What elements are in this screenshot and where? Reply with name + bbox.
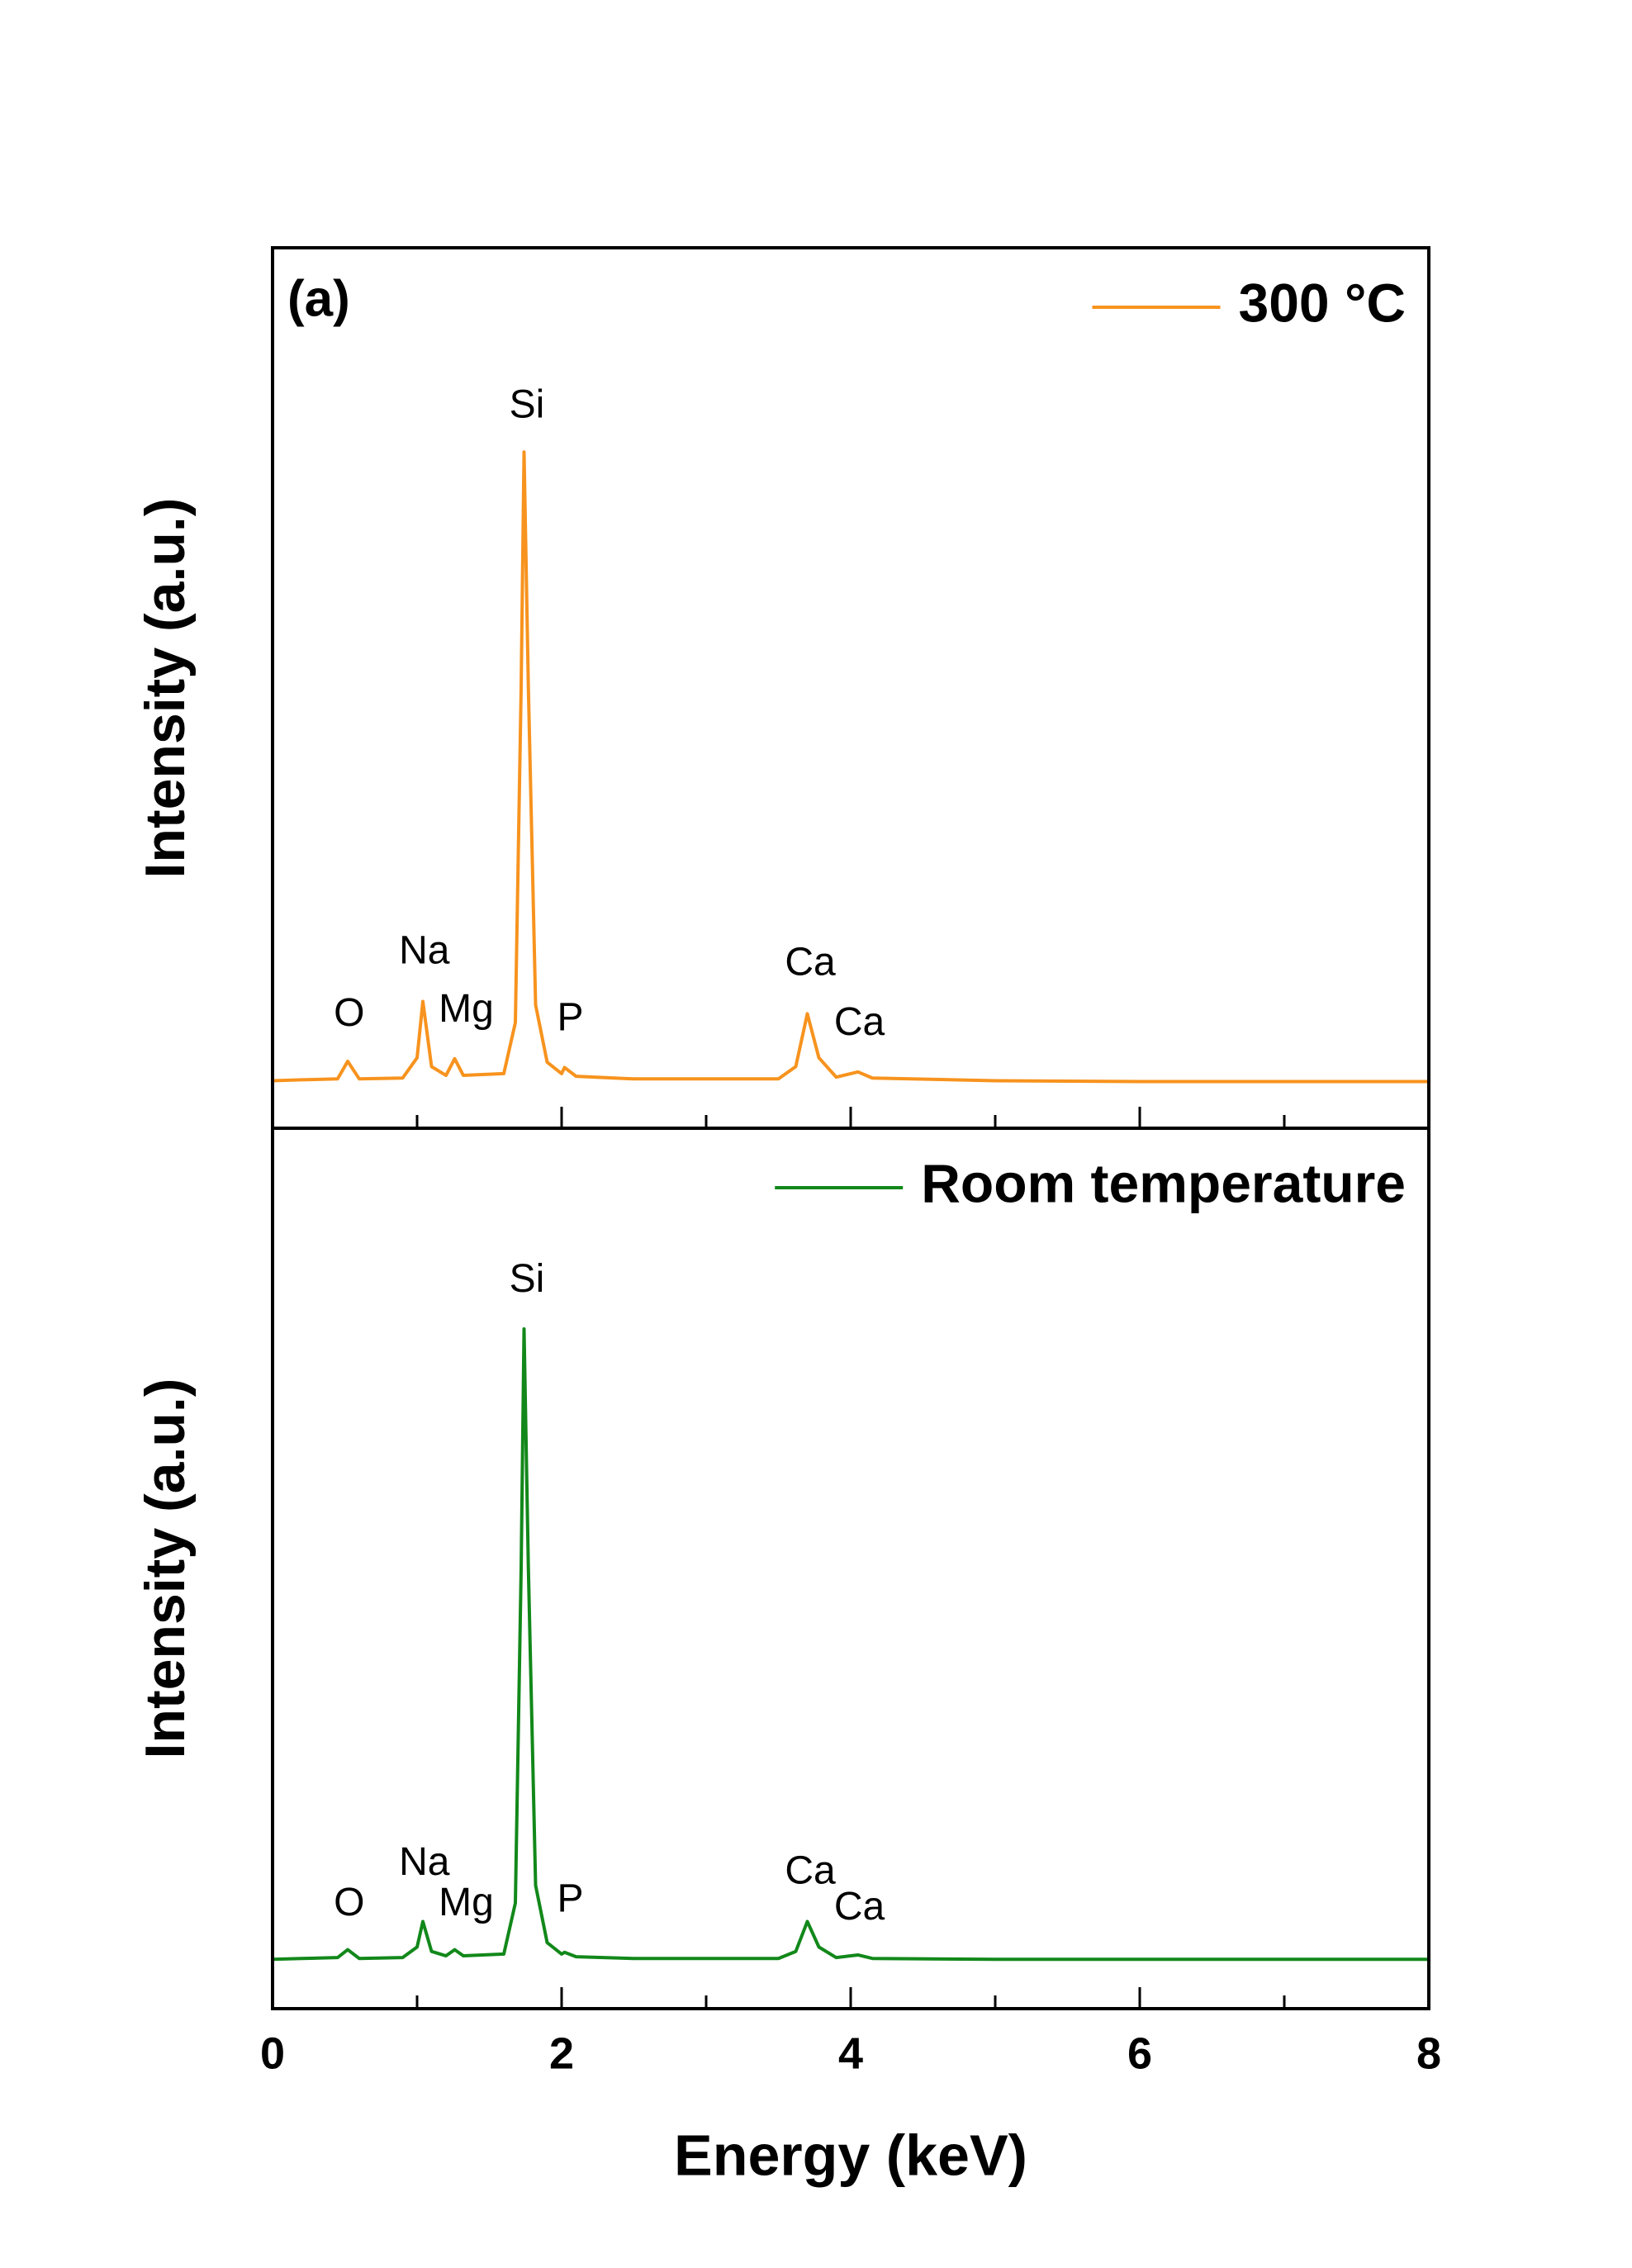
- peak-label: Mg: [439, 1881, 494, 1924]
- x-tick-label: 4: [838, 2028, 863, 2078]
- x-tick-label: 8: [1416, 2028, 1441, 2078]
- peak-label: Si: [510, 1257, 545, 1301]
- peak-label: P: [557, 1877, 583, 1921]
- peak-label: Si: [510, 383, 545, 427]
- panel-label: (a): [287, 270, 350, 327]
- peak-label: Ca: [785, 1849, 836, 1893]
- spectrum-line: [272, 1327, 1429, 1962]
- x-axis-title: Energy (keV): [674, 2123, 1027, 2187]
- peak-label: Ca: [834, 1885, 885, 1929]
- peak-label: Na: [399, 1840, 450, 1884]
- peak-label: Ca: [834, 1000, 885, 1044]
- peak-label: O: [334, 1881, 364, 1924]
- peak-label: O: [334, 991, 364, 1035]
- peak-label: Ca: [785, 940, 836, 984]
- y-axis-title: Intensity (a.u.): [134, 1378, 197, 1759]
- peak-label: P: [557, 996, 583, 1040]
- spectrum-line: [272, 450, 1429, 1084]
- legend-label: 300 °C: [1238, 272, 1406, 333]
- peak-label: Na: [399, 929, 450, 973]
- legend-label: Room temperature: [921, 1152, 1406, 1213]
- peak-label: Mg: [439, 987, 494, 1031]
- x-tick-label: 2: [549, 2028, 574, 2078]
- x-tick-label: 0: [260, 2028, 285, 2078]
- y-axis-title: Intensity (a.u.): [134, 498, 197, 879]
- x-tick-label: 6: [1127, 2028, 1152, 2078]
